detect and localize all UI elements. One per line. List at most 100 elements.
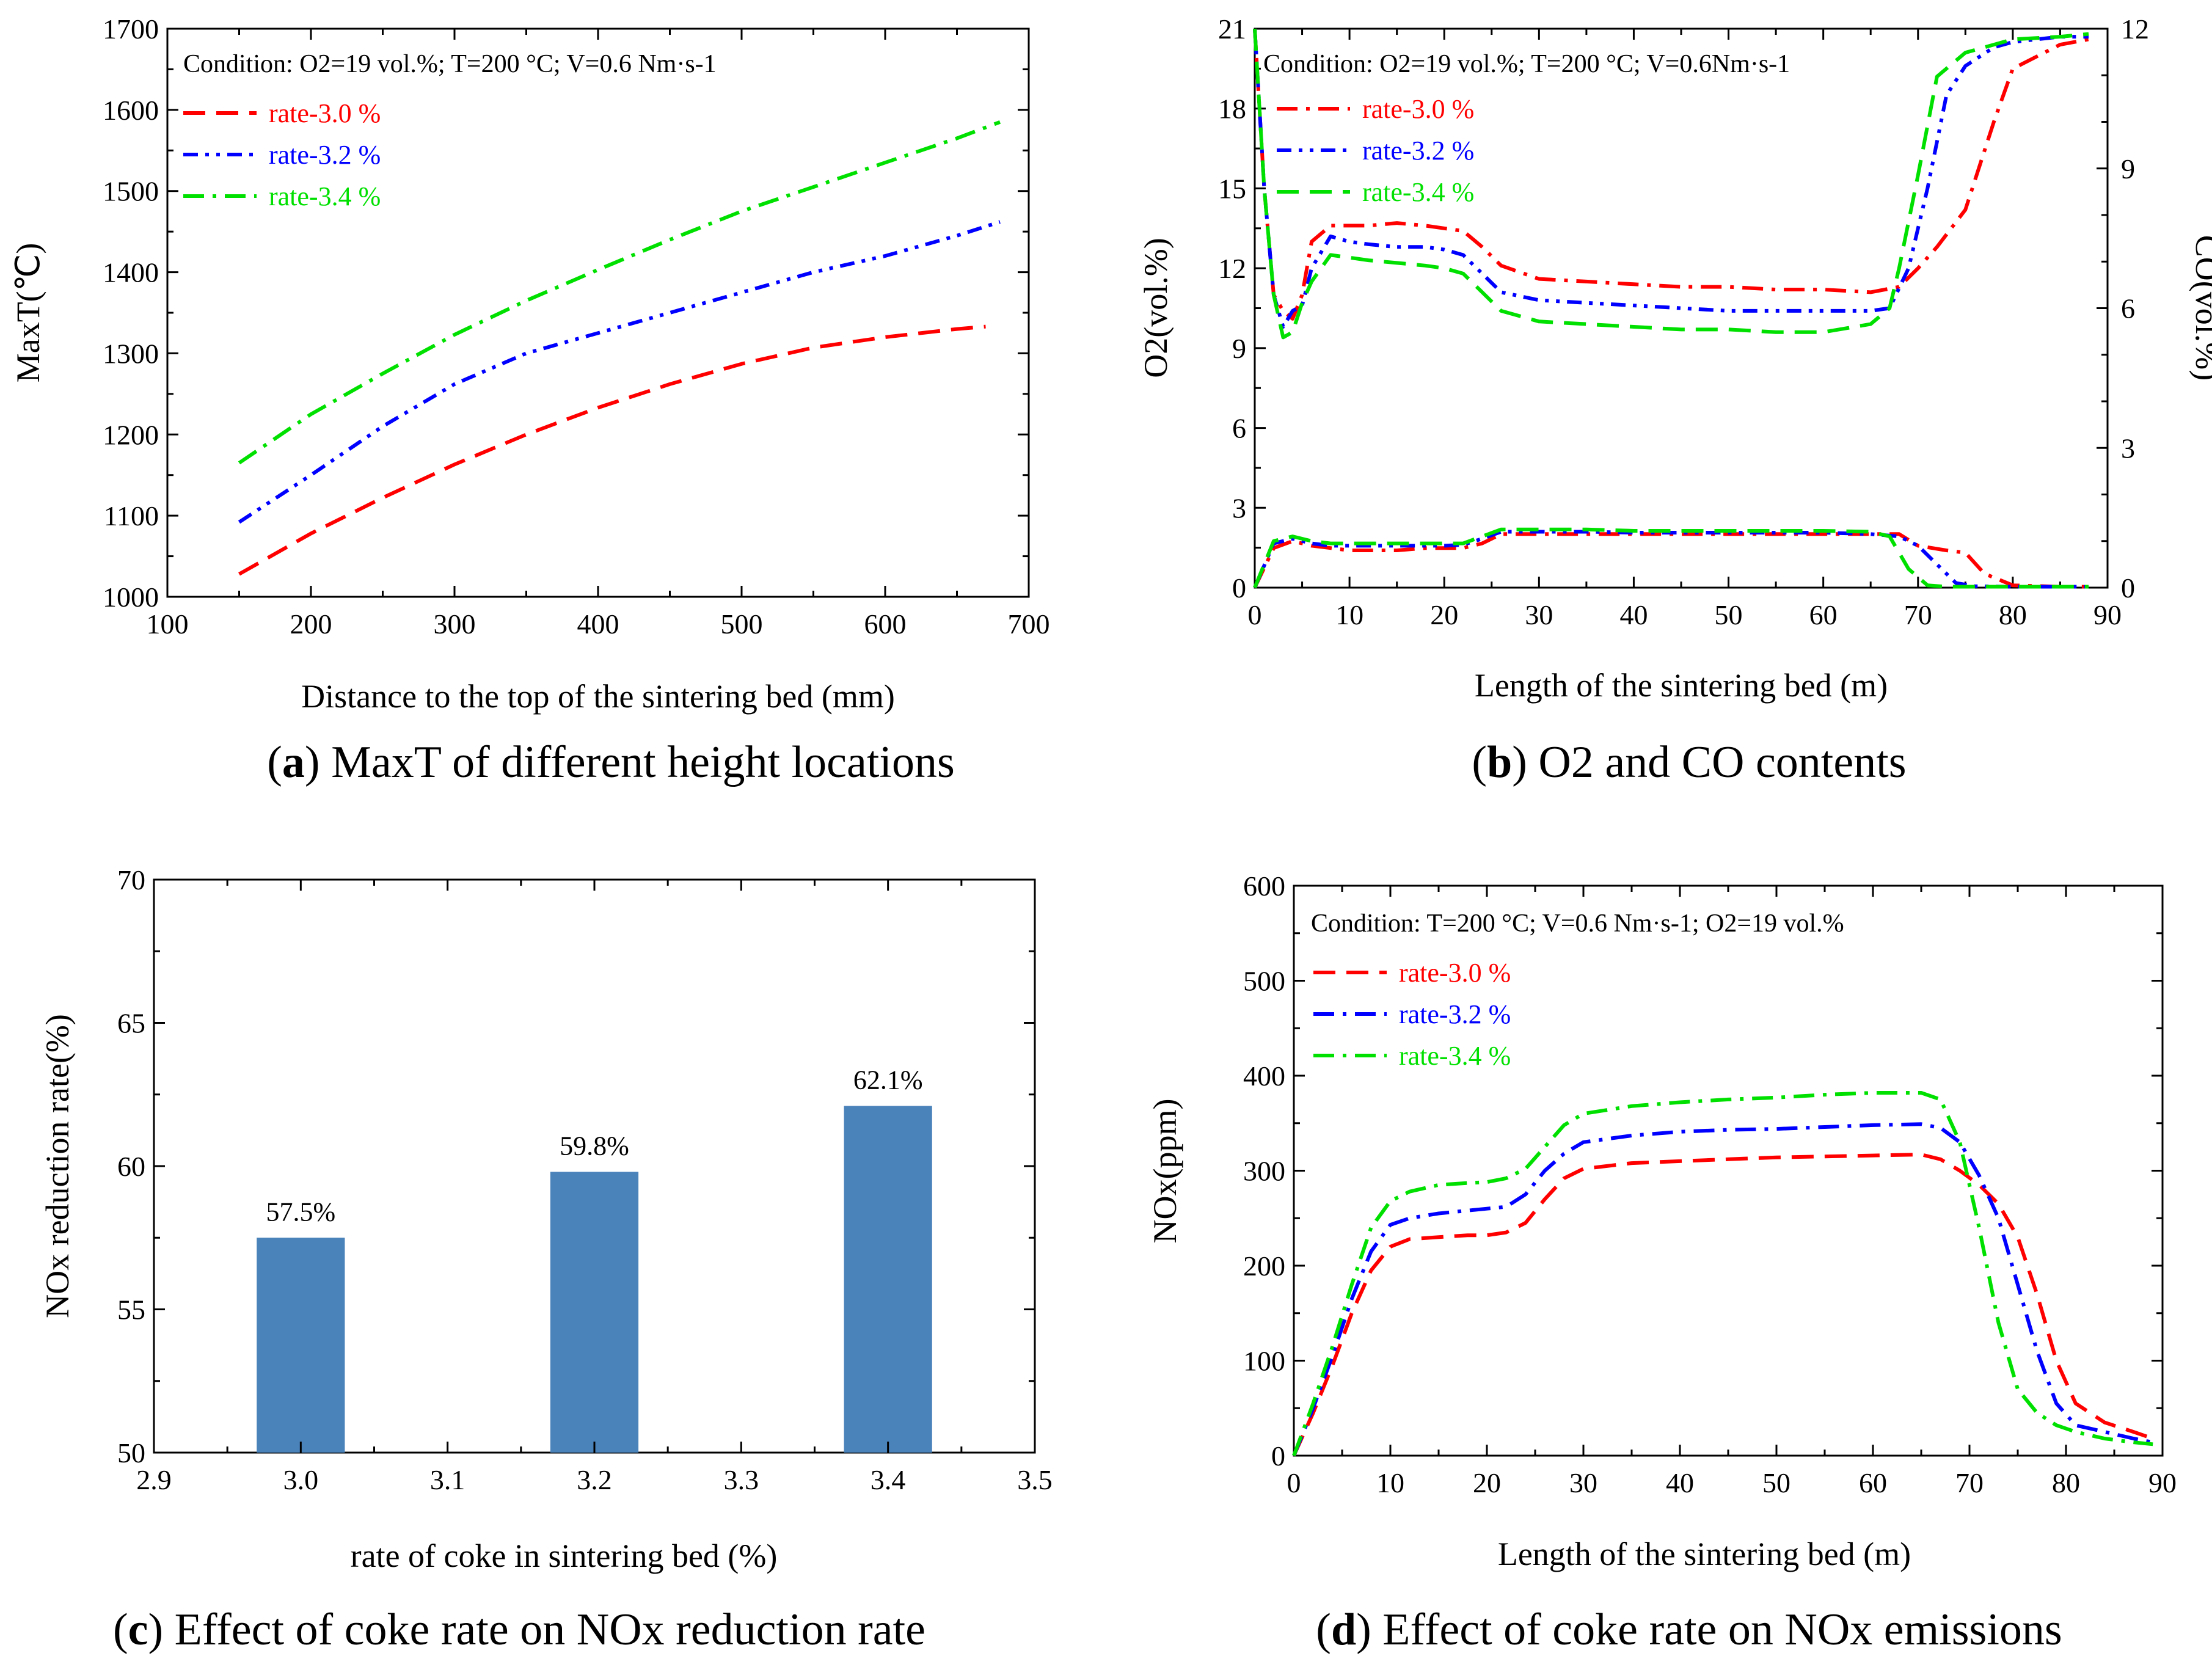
x-tick-label: 3.1 (430, 1464, 465, 1495)
legend-label: rate-3.4 % (1399, 1041, 1511, 1071)
series-line-3 (1292, 1091, 2153, 1457)
x-tick-label: 0 (1287, 1467, 1301, 1498)
x-tick-label: 700 (1008, 608, 1050, 640)
x-tick-label: 3.2 (577, 1464, 612, 1495)
y-tick-label: 1600 (103, 95, 159, 126)
panel-a-legend: rate-3.0 % rate-3.2 % rate-3.4 % (183, 98, 381, 211)
x-tick-label: 50 (1715, 599, 1743, 630)
bar-data-label: 59.8% (560, 1131, 629, 1161)
legend-label: rate-3.2 % (1362, 136, 1474, 166)
y-tick-label: 55 (117, 1294, 145, 1326)
legend-label: rate-3.0 % (1362, 94, 1474, 124)
y2-tick-label: 12 (2121, 13, 2149, 45)
legend-label: rate-3.0 % (1399, 958, 1511, 988)
panel-c-bars: 57.5% 59.8% 62.1% (257, 1065, 932, 1453)
x-tick-label: 30 (1569, 1467, 1597, 1498)
legend-label: rate-3.4 % (1362, 177, 1474, 207)
y-tick-label: 1500 (103, 176, 159, 207)
panel-b-ylabel: O2(vol.%) (1137, 238, 1174, 378)
x-tick-label: 0 (1248, 599, 1262, 630)
x-tick-label: 80 (2052, 1467, 2080, 1498)
y-tick-label: 18 (1218, 93, 1246, 125)
y-tick-label: 50 (117, 1437, 145, 1468)
x-tick-label: 500 (721, 608, 763, 640)
y-tick-label: 65 (117, 1008, 145, 1039)
y-tick-label: 70 (117, 864, 145, 896)
o2-line-3 (1253, 28, 2089, 340)
x-tick-label: 30 (1525, 599, 1553, 630)
bar-data-label: 62.1% (853, 1065, 923, 1095)
panel-c-xlabel: rate of coke in sintering bed (%) (351, 1538, 778, 1574)
panel-a: 100 200 300 400 500 600 700 1000 1100 1200 1300 140… (10, 13, 1050, 787)
panel-d-ylabel: NOx(ppm) (1147, 1099, 1183, 1244)
x-tick-label: 2.9 (136, 1464, 172, 1495)
y2-tick-label: 9 (2121, 153, 2135, 184)
panel-d: 0 10 20 30 40 50 60 70 80 90 0 100 200 300 400 500 600 C… (1147, 870, 2177, 1655)
x-tick-label: 3.5 (1017, 1464, 1053, 1495)
y-tick-label: 1300 (103, 338, 159, 369)
x-tick-label: 70 (1955, 1467, 1984, 1498)
y2-tick-label: 3 (2121, 432, 2135, 464)
panel-d-condition: Condition: T=200 °C; V=0.6 Nm·s-1; O2=19… (1311, 910, 1844, 938)
panel-c-ylabel: NOx reduction rate(%) (39, 1014, 76, 1318)
y-tick-label: 200 (1243, 1250, 1285, 1282)
y-tick-label: 1000 (103, 582, 159, 613)
panel-b-series (1253, 28, 2089, 589)
x-tick-label: 90 (2148, 1467, 2177, 1498)
x-tick-label: 40 (1666, 1467, 1694, 1498)
x-tick-label: 20 (1473, 1467, 1501, 1498)
panel-b-legend: rate-3.0 % rate-3.2 % rate-3.4 % (1277, 94, 1474, 207)
legend-label: rate-3.0 % (269, 98, 381, 128)
series-line-3 (238, 120, 1001, 465)
y-tick-label: 21 (1218, 13, 1246, 45)
panel-c-ticks: 2.9 3.0 3.1 3.2 3.3 3.4 3.5 50 55 60 65 70 (117, 864, 1053, 1495)
x-tick-label: 600 (864, 608, 907, 640)
o2-line-1 (1253, 28, 2089, 321)
x-tick-label: 40 (1619, 599, 1648, 630)
x-tick-label: 20 (1430, 599, 1458, 630)
y-tick-label: 0 (1232, 572, 1246, 604)
o2-line-2 (1253, 28, 2089, 329)
panel-b-ylabel2: CO(vol.%) (2189, 235, 2212, 381)
y-tick-label: 60 (117, 1151, 145, 1182)
y-tick-label: 400 (1243, 1060, 1285, 1092)
y-tick-label: 100 (1243, 1346, 1285, 1377)
y-tick-label: 12 (1218, 253, 1246, 284)
y2-tick-label: 6 (2121, 293, 2135, 324)
panel-b-xlabel: Length of the sintering bed (m) (1475, 667, 1888, 704)
series-line-1 (238, 324, 986, 576)
x-tick-label: 3.3 (724, 1464, 759, 1495)
x-tick-label: 90 (2093, 599, 2122, 630)
y-tick-label: 300 (1243, 1156, 1285, 1187)
series-line-2 (238, 220, 1001, 524)
x-tick-label: 60 (1809, 599, 1838, 630)
panel-d-ticks: 0 10 20 30 40 50 60 70 80 90 0 100 200 300 400 500 600 (1243, 870, 2177, 1498)
x-tick-label: 50 (1762, 1467, 1790, 1498)
panel-d-series (1292, 1091, 2154, 1457)
legend-label: rate-3.2 % (269, 140, 381, 170)
y-tick-label: 500 (1243, 966, 1285, 997)
y-tick-label: 1400 (103, 257, 159, 288)
y-tick-label: 1200 (103, 419, 159, 450)
x-tick-label: 400 (577, 608, 619, 640)
bar (550, 1172, 639, 1453)
legend-label: rate-3.4 % (269, 181, 381, 211)
y-tick-label: 600 (1243, 870, 1285, 902)
series-line-1 (1292, 1153, 2154, 1457)
y-tick-label: 6 (1232, 413, 1246, 444)
panel-c-caption: (c) Effect of coke rate on NOx reduction… (113, 1605, 925, 1655)
x-tick-label: 10 (1335, 599, 1363, 630)
x-tick-label: 3.0 (283, 1464, 319, 1495)
legend-label: rate-3.2 % (1399, 999, 1511, 1029)
x-tick-label: 10 (1376, 1467, 1404, 1498)
x-tick-label: 60 (1859, 1467, 1887, 1498)
y-tick-label: 9 (1232, 333, 1246, 364)
panel-a-condition: Condition: O2=19 vol.%; T=200 °C; V=0.6 … (183, 50, 717, 78)
panel-c: 57.5% 59.8% 62.1% 2.9 3.0 3.1 3.2 3.3 3.4 3.5 50 5… (39, 864, 1053, 1655)
co-line-6 (1253, 527, 2089, 589)
y-tick-label: 0 (1271, 1440, 1285, 1472)
panel-a-xlabel: Distance to the top of the sintering bed… (301, 678, 895, 715)
bar-data-label: 57.5% (266, 1197, 336, 1227)
